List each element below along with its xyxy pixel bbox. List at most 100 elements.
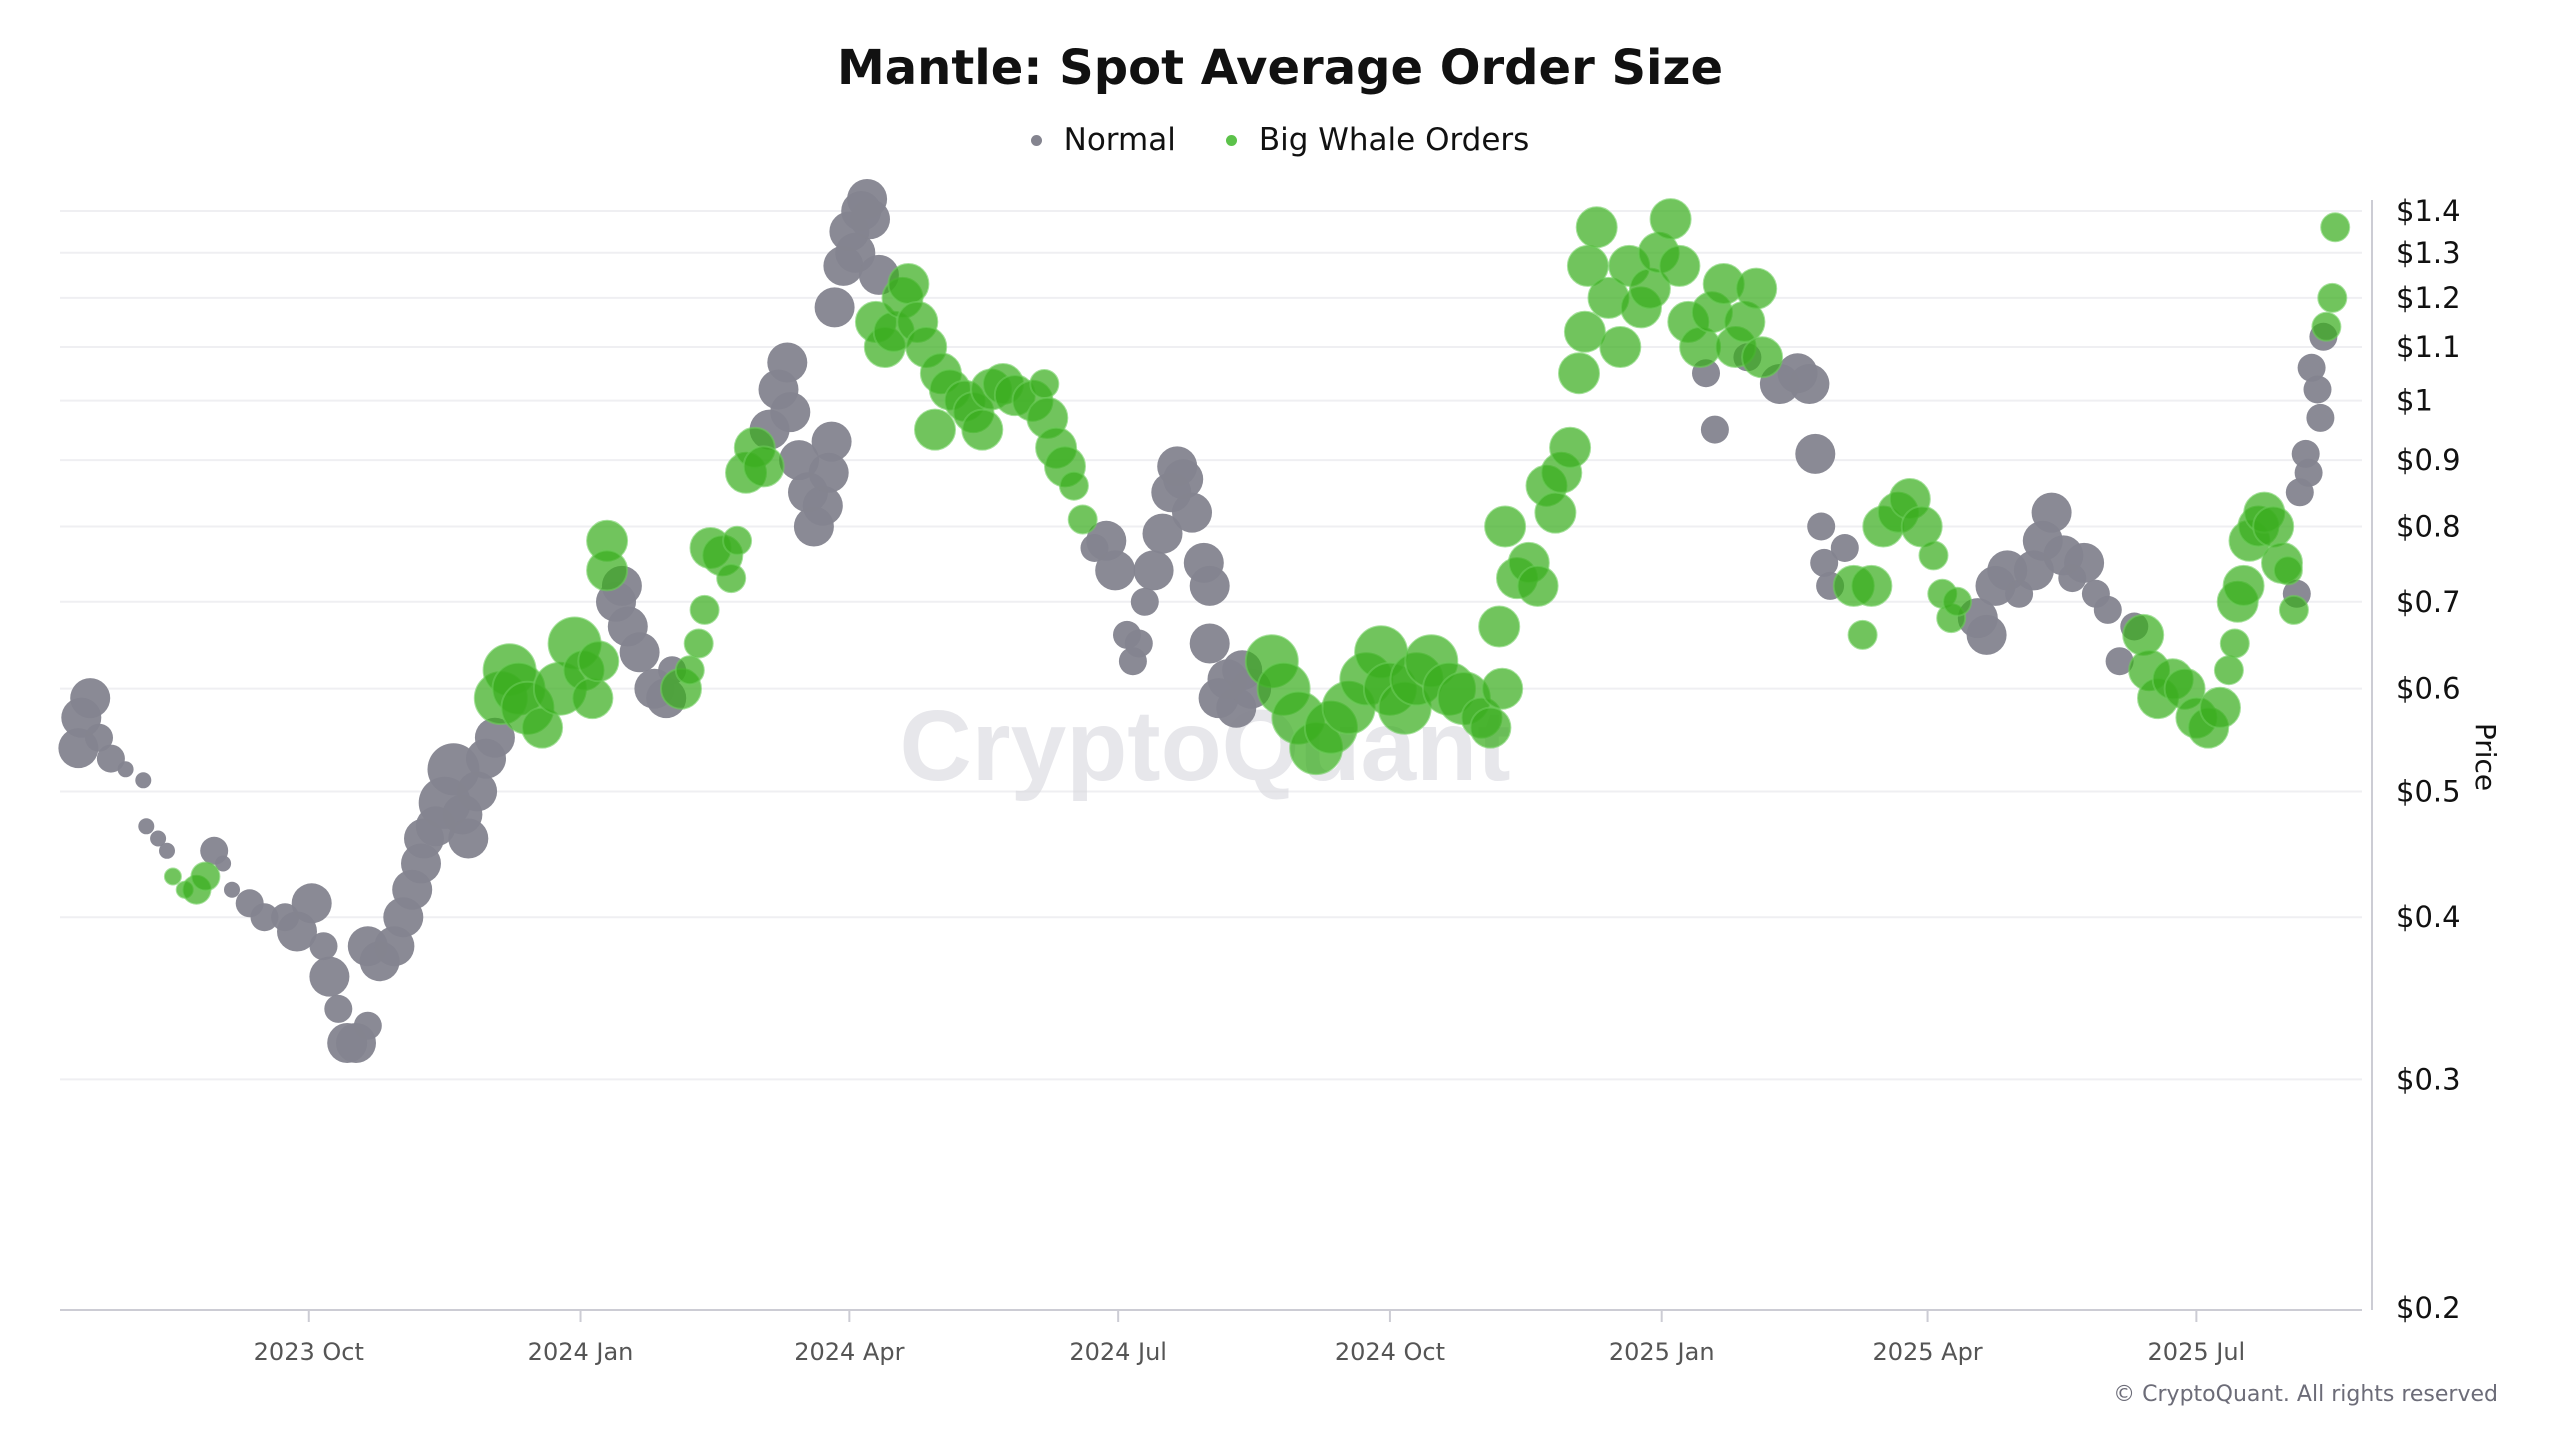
- point-whale[interactable]: [1481, 667, 1524, 710]
- point-normal[interactable]: [138, 818, 155, 835]
- point-whale[interactable]: [1058, 470, 1089, 501]
- point-normal[interactable]: [1130, 587, 1159, 616]
- point-normal[interactable]: [150, 830, 167, 847]
- point-normal[interactable]: [808, 452, 849, 493]
- point-normal[interactable]: [850, 199, 890, 240]
- point-normal[interactable]: [1700, 415, 1729, 444]
- point-normal[interactable]: [811, 421, 852, 462]
- point-normal[interactable]: [1095, 550, 1136, 591]
- point-whale[interactable]: [577, 640, 620, 683]
- point-whale[interactable]: [190, 861, 221, 892]
- point-normal[interactable]: [353, 1011, 382, 1040]
- point-normal[interactable]: [309, 956, 350, 997]
- point-whale[interactable]: [2317, 282, 2348, 313]
- point-normal[interactable]: [1172, 492, 1212, 533]
- point-normal[interactable]: [159, 842, 175, 859]
- point-normal[interactable]: [2031, 492, 2072, 533]
- point-whale[interactable]: [2272, 555, 2303, 586]
- point-whale[interactable]: [2311, 311, 2342, 342]
- point-normal[interactable]: [1830, 534, 1859, 562]
- point-normal[interactable]: [770, 392, 811, 433]
- point-normal[interactable]: [457, 771, 498, 812]
- point-whale[interactable]: [1649, 198, 1692, 241]
- point-normal[interactable]: [215, 855, 232, 872]
- point-whale[interactable]: [674, 655, 705, 686]
- point-normal[interactable]: [1189, 623, 1230, 664]
- point-normal[interactable]: [1189, 565, 1230, 606]
- point-whale[interactable]: [1563, 310, 1606, 353]
- point-normal[interactable]: [1795, 433, 1836, 474]
- point-whale[interactable]: [1850, 564, 1893, 607]
- point-normal[interactable]: [1807, 512, 1836, 541]
- legend-item-normal[interactable]: Normal: [1030, 122, 1176, 158]
- point-normal[interactable]: [2093, 595, 2122, 624]
- point-normal[interactable]: [474, 717, 515, 758]
- point-normal[interactable]: [324, 994, 353, 1023]
- point-whale[interactable]: [1029, 369, 1060, 399]
- point-normal[interactable]: [250, 903, 279, 932]
- point-normal[interactable]: [70, 678, 111, 719]
- point-normal[interactable]: [2105, 647, 2134, 676]
- point-whale[interactable]: [571, 677, 614, 720]
- point-whale[interactable]: [2252, 505, 2295, 548]
- point-normal[interactable]: [448, 818, 489, 859]
- point-normal[interactable]: [291, 883, 332, 924]
- point-whale[interactable]: [586, 549, 629, 592]
- point-whale[interactable]: [683, 628, 714, 659]
- point-normal[interactable]: [135, 772, 152, 789]
- point-whale[interactable]: [689, 594, 720, 625]
- point-normal[interactable]: [85, 723, 113, 752]
- point-whale[interactable]: [716, 563, 747, 594]
- point-whale[interactable]: [961, 408, 1004, 451]
- point-whale[interactable]: [887, 263, 930, 305]
- point-whale[interactable]: [742, 445, 785, 488]
- point-normal[interactable]: [2064, 542, 2105, 583]
- point-whale[interactable]: [1484, 505, 1527, 548]
- point-normal[interactable]: [117, 761, 134, 778]
- point-whale[interactable]: [722, 525, 753, 556]
- point-whale[interactable]: [1534, 491, 1577, 534]
- point-normal[interactable]: [802, 485, 843, 526]
- point-normal[interactable]: [767, 342, 808, 383]
- point-whale[interactable]: [1558, 352, 1600, 395]
- point-normal[interactable]: [814, 287, 855, 328]
- point-whale[interactable]: [1469, 706, 1512, 749]
- point-normal[interactable]: [96, 744, 125, 773]
- point-normal[interactable]: [1142, 513, 1183, 554]
- point-whale[interactable]: [2213, 655, 2244, 686]
- point-normal[interactable]: [2303, 375, 2332, 404]
- point-whale[interactable]: [2199, 686, 2241, 729]
- point-whale[interactable]: [1516, 564, 1559, 607]
- point-normal[interactable]: [1810, 548, 1839, 577]
- point-whale[interactable]: [1575, 206, 1618, 249]
- point-whale[interactable]: [1741, 336, 1784, 379]
- point-normal[interactable]: [1133, 550, 1174, 591]
- point-whale[interactable]: [1942, 586, 1973, 617]
- point-normal[interactable]: [1789, 364, 1830, 404]
- point-normal[interactable]: [619, 632, 660, 673]
- point-whale[interactable]: [163, 867, 182, 886]
- point-whale[interactable]: [1478, 605, 1521, 648]
- point-normal[interactable]: [224, 881, 240, 898]
- point-whale[interactable]: [1900, 505, 1943, 548]
- point-whale[interactable]: [1918, 540, 1949, 571]
- point-normal[interactable]: [309, 932, 338, 961]
- point-whale[interactable]: [2222, 564, 2265, 607]
- point-normal[interactable]: [1966, 614, 2007, 655]
- point-whale[interactable]: [1847, 619, 1878, 650]
- point-whale[interactable]: [1658, 244, 1701, 287]
- point-whale[interactable]: [2122, 613, 2165, 656]
- point-whale[interactable]: [1549, 426, 1592, 469]
- point-normal[interactable]: [2294, 458, 2323, 487]
- point-whale[interactable]: [1067, 504, 1098, 535]
- point-normal[interactable]: [2297, 353, 2326, 382]
- point-whale[interactable]: [1735, 267, 1778, 310]
- point-whale[interactable]: [2320, 212, 2351, 243]
- legend-item-whale[interactable]: Big Whale Orders: [1225, 122, 1529, 158]
- point-normal[interactable]: [1124, 629, 1153, 658]
- point-whale[interactable]: [2219, 628, 2250, 659]
- point-whale[interactable]: [2278, 594, 2309, 625]
- point-whale[interactable]: [1599, 326, 1642, 368]
- point-normal[interactable]: [2306, 403, 2335, 432]
- point-whale[interactable]: [914, 408, 956, 451]
